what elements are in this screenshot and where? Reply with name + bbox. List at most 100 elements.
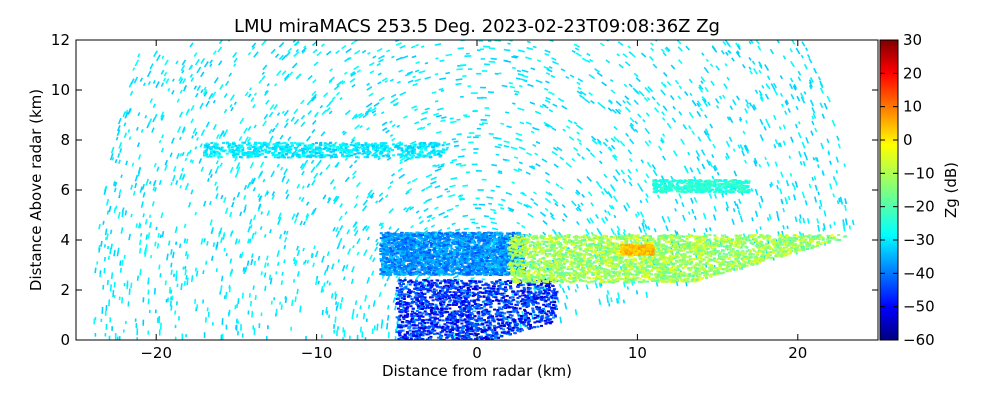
near-radar-low-mark xyxy=(452,302,455,305)
noise-echo-mark xyxy=(368,62,375,67)
near-radar-low-mark xyxy=(436,285,439,288)
near-radar-low-mark xyxy=(481,300,485,303)
upper-cloud-layer-mark xyxy=(386,153,390,156)
upper-cloud-layer-mark xyxy=(264,148,267,151)
noise-echo-mark xyxy=(262,178,266,183)
upper-cloud-layer-mark xyxy=(339,143,343,146)
near-radar-low-mark xyxy=(476,298,480,301)
near-radar-low-mark xyxy=(457,334,461,337)
near-radar-low-mark xyxy=(473,280,477,283)
noise-echo-mark xyxy=(804,155,809,161)
upper-cloud-layer-mark xyxy=(315,146,318,149)
near-radar-low-mark xyxy=(522,323,526,326)
near-radar-low-mark xyxy=(419,333,423,336)
near-radar-low-mark xyxy=(517,285,520,288)
noise-echo-mark xyxy=(266,210,271,216)
noise-echo-mark xyxy=(352,221,358,228)
mid-cloud-layer-mark xyxy=(658,184,662,186)
noise-echo-mark xyxy=(247,125,252,131)
upper-cloud-layer-mark xyxy=(291,144,294,147)
near-radar-low-mark xyxy=(432,312,436,315)
near-radar-low-mark xyxy=(415,279,418,282)
noise-echo-mark xyxy=(209,59,213,64)
noise-echo-mark xyxy=(335,91,341,96)
noise-echo-mark xyxy=(446,208,454,212)
noise-echo-mark xyxy=(306,99,313,106)
noise-echo-mark xyxy=(263,113,269,120)
upper-cloud-layer-mark xyxy=(318,148,322,151)
near-radar-low-mark xyxy=(463,335,466,338)
upper-cloud-layer-mark xyxy=(323,155,326,158)
noise-echo-mark xyxy=(653,107,660,113)
noise-echo-mark xyxy=(175,60,179,65)
noise-echo-mark xyxy=(808,183,812,189)
noise-echo-mark xyxy=(575,207,580,212)
mid-cloud-layer-mark xyxy=(744,179,748,182)
near-radar-low-mark xyxy=(473,325,477,327)
near-radar-low-mark xyxy=(508,333,512,336)
near-radar-low-mark xyxy=(414,301,418,304)
mid-cloud-layer-mark xyxy=(724,185,728,188)
near-radar-low-mark xyxy=(533,321,537,324)
near-radar-low-mark xyxy=(529,297,533,300)
noise-echo-mark xyxy=(116,129,121,137)
near-radar-low-mark xyxy=(421,302,425,305)
mid-cloud-layer-mark xyxy=(663,184,667,187)
noise-echo-mark xyxy=(196,66,202,74)
near-radar-low-mark xyxy=(502,296,505,299)
noise-echo-mark xyxy=(495,153,500,156)
noise-echo-mark xyxy=(260,271,263,276)
mid-cloud-layer-mark xyxy=(660,181,664,184)
noise-echo-mark xyxy=(586,218,591,224)
upper-cloud-layer-mark xyxy=(273,147,277,150)
noise-echo-mark xyxy=(765,118,769,124)
noise-echo-mark xyxy=(293,218,298,224)
noise-echo-mark xyxy=(748,40,752,45)
near-radar-low-mark xyxy=(439,303,443,306)
noise-echo-mark xyxy=(194,146,198,150)
noise-echo-mark xyxy=(329,179,335,185)
near-radar-low-mark xyxy=(399,288,403,291)
noise-echo-mark xyxy=(269,228,272,234)
upper-cloud-layer-mark xyxy=(429,156,433,158)
noise-echo-mark xyxy=(246,181,251,189)
noise-echo-mark xyxy=(571,49,576,54)
noise-echo-mark xyxy=(541,158,548,163)
noise-echo-mark xyxy=(835,156,839,163)
noise-echo-mark xyxy=(776,214,780,222)
near-radar-low-mark xyxy=(428,303,432,306)
near-radar-low-mark xyxy=(473,299,477,302)
near-radar-low-mark xyxy=(532,296,536,298)
upper-cloud-layer-mark xyxy=(383,144,387,147)
noise-echo-mark xyxy=(704,114,708,119)
near-radar-low-mark xyxy=(410,313,414,316)
near-radar-low-mark xyxy=(527,284,531,286)
noise-echo-mark xyxy=(362,112,369,119)
noise-echo-mark xyxy=(601,81,607,87)
near-radar-low-mark xyxy=(487,324,491,327)
near-radar-low-mark xyxy=(434,289,438,292)
noise-echo-mark xyxy=(481,225,487,228)
mid-cloud-layer-mark xyxy=(695,184,699,187)
near-radar-low-mark xyxy=(426,280,430,283)
upper-cloud-layer-mark xyxy=(419,147,423,150)
mid-cloud-layer-mark xyxy=(720,191,724,194)
noise-echo-mark xyxy=(251,177,256,185)
near-radar-low-mark xyxy=(446,303,450,306)
upper-cloud-layer-mark xyxy=(331,144,335,147)
near-radar-low-mark xyxy=(439,300,443,303)
noise-echo-mark xyxy=(384,194,389,198)
noise-echo-mark xyxy=(513,55,519,58)
mid-cloud-layer-mark xyxy=(732,188,736,191)
mid-cloud-layer-mark xyxy=(658,179,662,182)
near-radar-low-mark xyxy=(496,280,500,283)
noise-echo-mark xyxy=(153,288,156,295)
noise-echo-mark xyxy=(490,189,495,192)
near-radar-low-mark xyxy=(453,315,457,318)
upper-cloud-layer-mark xyxy=(317,152,321,155)
noise-echo-mark xyxy=(164,159,168,166)
noise-echo-mark xyxy=(344,56,351,63)
noise-echo-mark xyxy=(265,99,270,105)
upper-cloud-layer-mark xyxy=(302,153,305,156)
near-radar-low-mark xyxy=(496,309,500,312)
